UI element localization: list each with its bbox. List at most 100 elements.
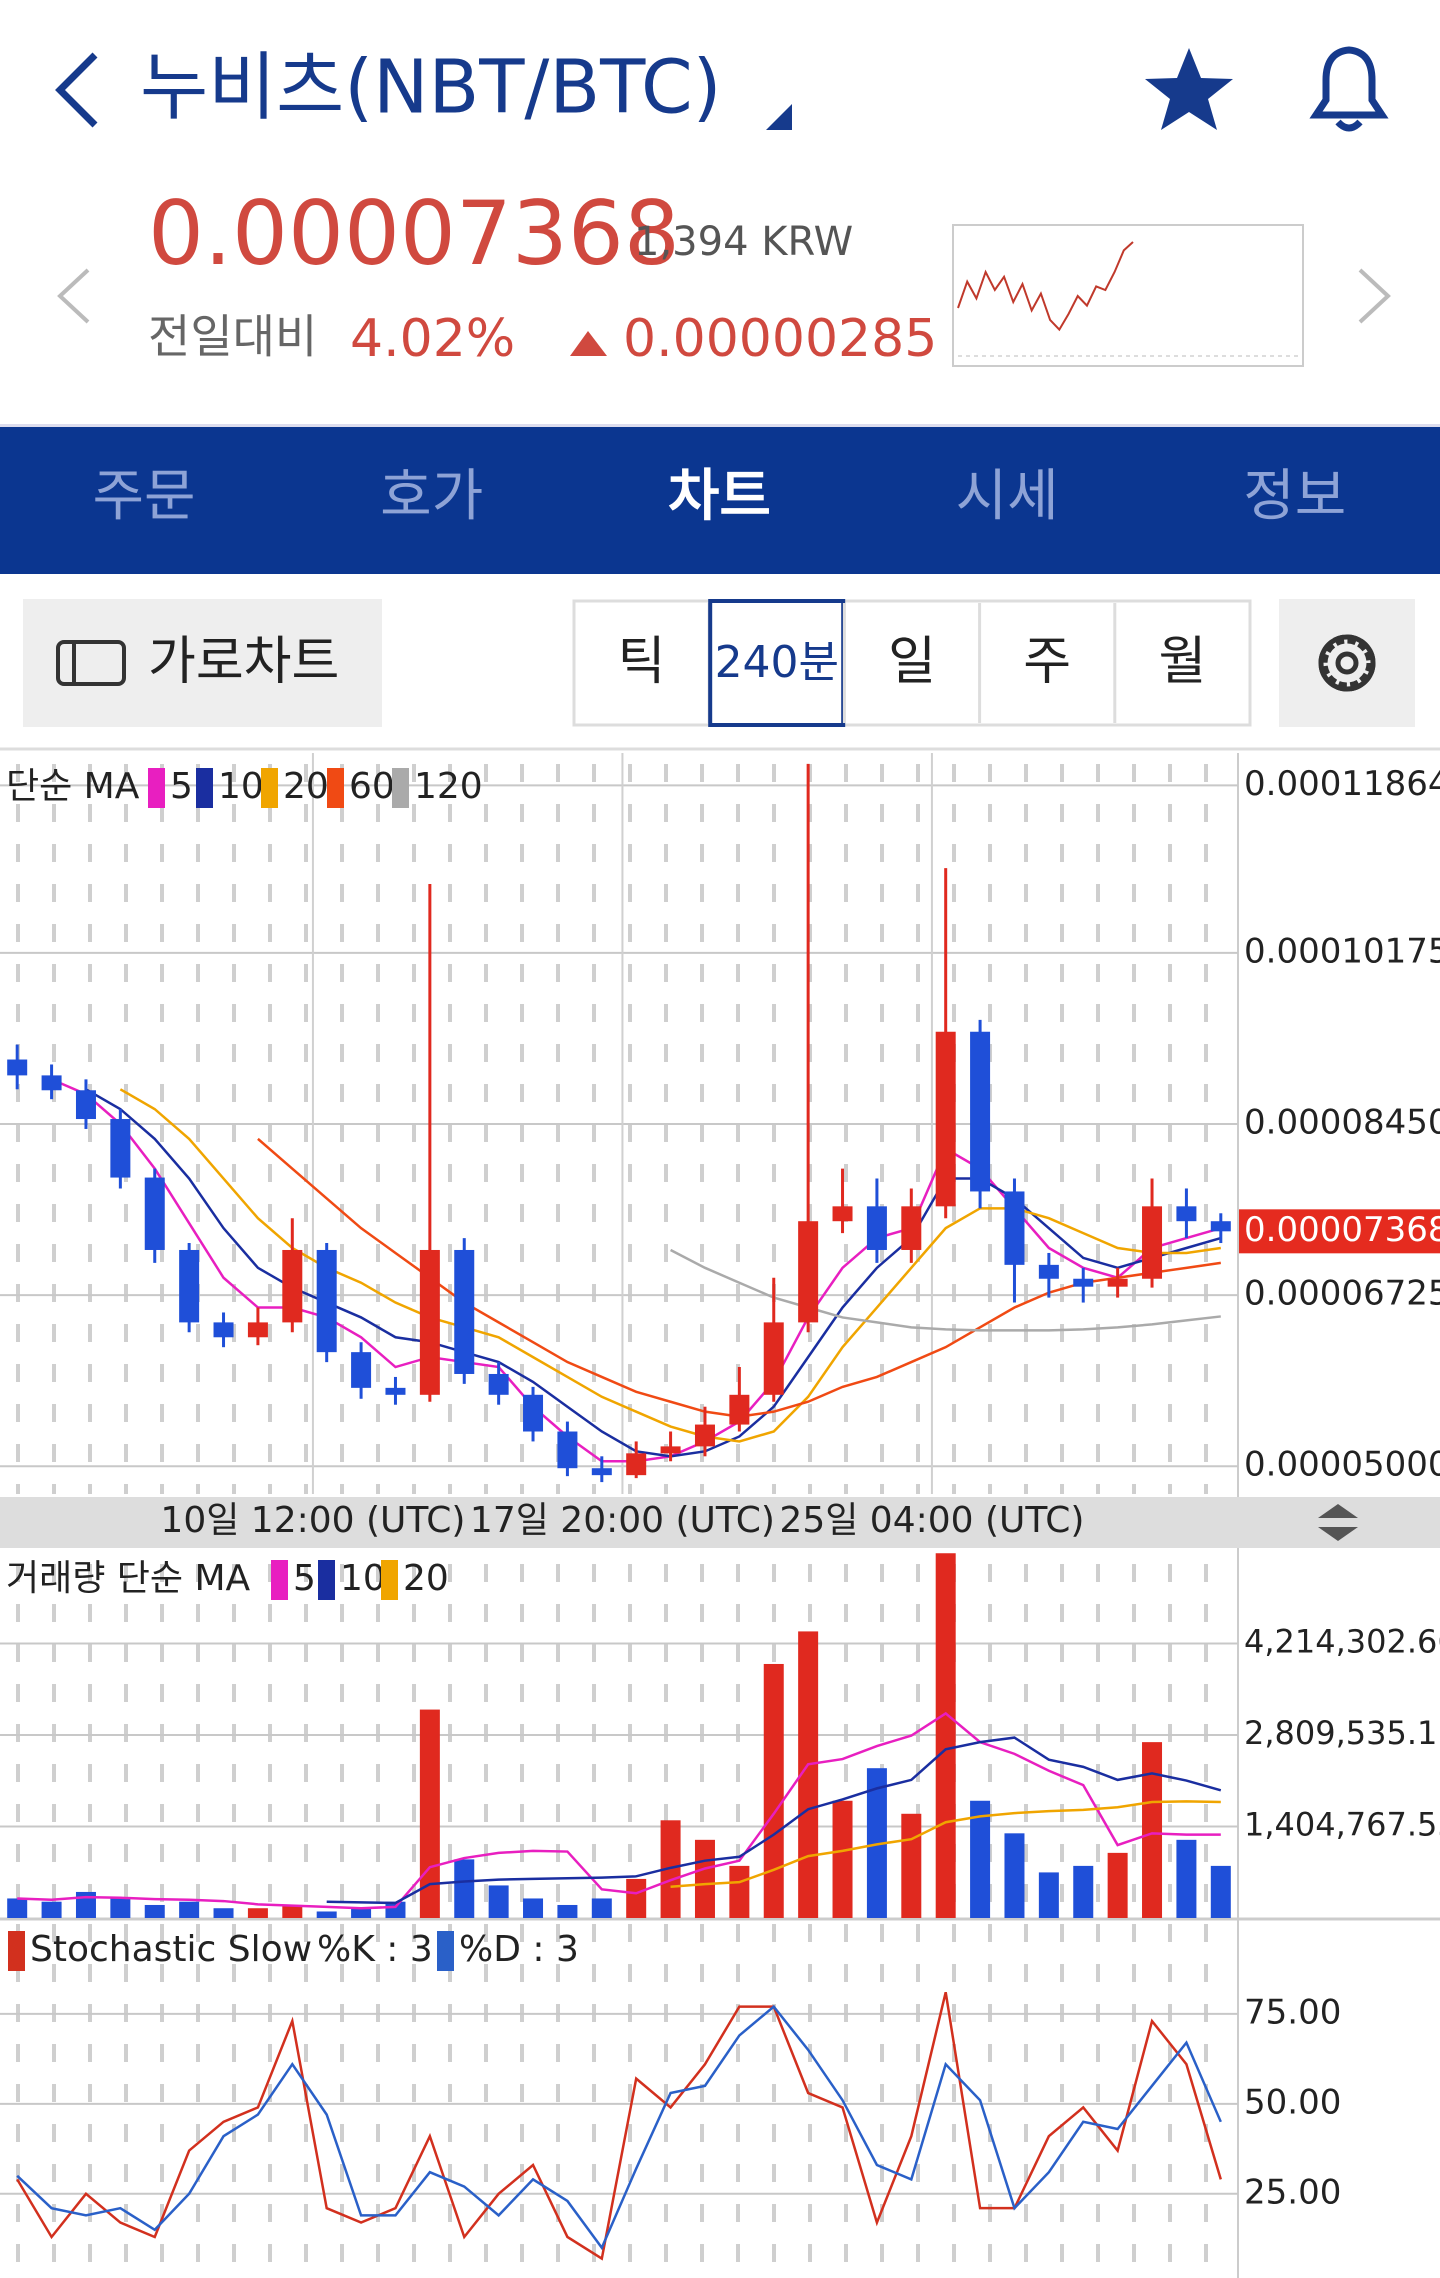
- candle-body: [970, 1031, 991, 1192]
- legend-swatch: [271, 1560, 288, 1600]
- change-amount: 0.00000285: [623, 309, 937, 369]
- indicator-line: [16, 2004, 1222, 2251]
- legend-label: 5: [170, 766, 193, 807]
- volume-bar: [832, 1800, 853, 1918]
- y-tick-label: 1,404,767.555: [1244, 1806, 1440, 1844]
- market-dropdown[interactable]: [766, 104, 792, 130]
- candle-body: [626, 1453, 647, 1476]
- legend-swatch: [392, 768, 409, 808]
- volume-bar: [41, 1901, 62, 1918]
- period-option[interactable]: 틱: [618, 632, 666, 692]
- y-tick-label: 0.00010175: [1244, 931, 1440, 971]
- volume-bar: [1142, 1742, 1163, 1918]
- period-option[interactable]: 월: [1158, 632, 1206, 692]
- back-button[interactable]: [55, 52, 98, 128]
- volume-bar: [557, 1904, 578, 1918]
- x-tick-label: 17일 20:00 (UTC): [470, 1500, 775, 1541]
- next-market[interactable]: [1358, 268, 1391, 324]
- y-tick-label: 25.00: [1244, 2172, 1341, 2212]
- volume-bar: [282, 1904, 303, 1918]
- candle-body: [247, 1322, 268, 1338]
- volume-bar: [1073, 1865, 1094, 1918]
- volume-bar: [970, 1800, 991, 1918]
- tab[interactable]: 호가: [380, 464, 483, 529]
- volume-bar: [316, 1911, 337, 1918]
- candle-body: [351, 1352, 372, 1388]
- legend-label: %D : 3: [459, 1929, 579, 1970]
- volume-bar: [110, 1898, 131, 1918]
- volume-bar: [866, 1768, 887, 1918]
- volume-bar: [488, 1885, 509, 1918]
- legend-label: %K : 3: [317, 1929, 433, 1970]
- tab[interactable]: 정보: [1243, 464, 1346, 529]
- y-tick-label: 0.00011864: [1244, 764, 1440, 804]
- tab[interactable]: 차트: [668, 464, 771, 529]
- landscape-button[interactable]: [23, 599, 382, 727]
- legend-label: 10: [340, 1558, 386, 1599]
- candle-body: [282, 1249, 303, 1323]
- change-label: 전일대비: [148, 310, 317, 364]
- tab[interactable]: 주문: [92, 464, 195, 529]
- volume-bar: [385, 1901, 406, 1918]
- candle-body: [832, 1206, 853, 1222]
- candle-body: [385, 1387, 406, 1395]
- y-tick-label: 75.00: [1244, 1992, 1341, 2032]
- candle-body: [660, 1446, 681, 1454]
- settings-gear: [1318, 634, 1376, 692]
- volume-bar: [523, 1898, 544, 1918]
- candle-body: [488, 1373, 509, 1395]
- candle-body: [901, 1206, 922, 1250]
- legend-label: 10: [218, 766, 264, 807]
- tab-bar: [0, 427, 1440, 574]
- landscape-label[interactable]: 가로차트: [148, 632, 339, 692]
- legend-swatch: [148, 768, 165, 808]
- candle-body: [935, 1031, 956, 1207]
- volume-bar: [213, 1908, 234, 1918]
- legend-label: 60: [349, 766, 395, 807]
- market-title[interactable]: 누비츠(NBT/BTC): [140, 45, 722, 131]
- indicator-line: [670, 1248, 1221, 1332]
- indicator-line: [326, 1736, 1222, 1905]
- settings-button[interactable]: [1279, 599, 1415, 727]
- candle-body: [419, 1249, 440, 1395]
- indicator-line: [119, 1088, 1221, 1443]
- time-axis-band: [0, 1497, 1440, 1548]
- volume-bar: [1176, 1839, 1197, 1918]
- volume-bar: [660, 1820, 681, 1918]
- candle-body: [1038, 1264, 1059, 1279]
- resize-handle[interactable]: [1318, 1504, 1358, 1541]
- charts: 0.00011864 0.00010175 0.00008450 0.00006725…: [0, 753, 1440, 2261]
- candle-body: [75, 1090, 96, 1120]
- tab[interactable]: 시세: [956, 464, 1059, 529]
- candle-body: [7, 1059, 28, 1076]
- current-price: 0.00007368: [148, 182, 680, 285]
- volume-bar: [1004, 1833, 1025, 1918]
- legend-label: Stochastic Slow: [30, 1929, 312, 1970]
- volume-bar: [1107, 1852, 1128, 1918]
- y-tick-label: 0.00005000: [1244, 1445, 1440, 1485]
- candle-body: [1142, 1206, 1163, 1279]
- volume-bar: [901, 1813, 922, 1918]
- candle-body: [1004, 1191, 1025, 1265]
- period-option[interactable]: 일: [888, 632, 936, 692]
- legend-label: 거래량 단순 MA: [6, 1558, 251, 1599]
- candle-body: [179, 1249, 200, 1323]
- x-tick-label: 10일 12:00 (UTC): [160, 1500, 465, 1541]
- sparkline: [957, 241, 1134, 332]
- sparkline-line: [957, 241, 1134, 332]
- period-option[interactable]: 240분: [715, 637, 839, 688]
- candle-body: [1107, 1278, 1128, 1287]
- candle-body: [316, 1249, 337, 1353]
- y-tick-label: 0.00006725: [1244, 1274, 1440, 1314]
- alarm-bell[interactable]: [1309, 46, 1389, 132]
- favorite-star[interactable]: [1145, 48, 1233, 130]
- stoch-grid-dashes: [0, 1921, 1238, 2278]
- prev-market[interactable]: [57, 268, 90, 324]
- period-option[interactable]: 주: [1023, 632, 1071, 692]
- current-price-label: 0.00007368: [1244, 1210, 1440, 1250]
- candle-body: [41, 1075, 62, 1091]
- volume-bar: [1038, 1872, 1059, 1918]
- volume-bar: [454, 1859, 475, 1918]
